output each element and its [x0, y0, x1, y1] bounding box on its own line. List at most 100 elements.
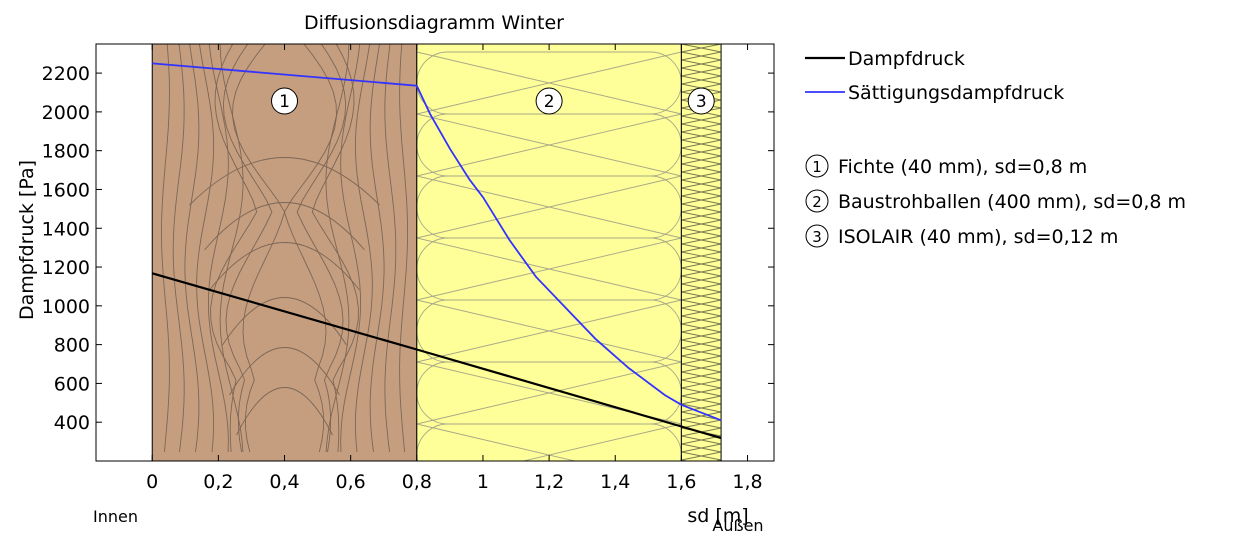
wood-grain [296, 44, 347, 453]
x-tick-label: 0 [146, 471, 158, 493]
hatch-line [681, 323, 722, 333]
insulation-diagonal [417, 486, 682, 534]
layer-badge-circle [687, 87, 715, 115]
hatch-line [681, 299, 722, 309]
hatch-line [681, 219, 722, 229]
y-tick-label: 800 [54, 335, 90, 357]
hatch-line [681, 395, 722, 405]
wood-grain [184, 44, 200, 453]
layer-legend-number: 1 [812, 158, 822, 176]
series-line-2 [152, 62, 722, 422]
wood-grain [161, 44, 170, 453]
wood-grain [325, 44, 350, 453]
wood-grain [354, 44, 373, 453]
series-group [151, 62, 722, 440]
hatch-line [681, 155, 722, 165]
hatch-line [681, 179, 722, 189]
wood-grain [283, 44, 337, 453]
insulation-cell [417, 486, 682, 534]
hatch-line [681, 451, 722, 461]
x-tick-label: 1,4 [600, 471, 630, 493]
wood-grain [196, 44, 215, 453]
layer-badge-circle [271, 87, 299, 115]
y-tick-label: 1000 [42, 296, 90, 318]
hatch-line [681, 51, 722, 61]
wood-ring [209, 242, 360, 291]
inside-label: Innen [93, 507, 138, 526]
x-tick-label: 1 [477, 471, 489, 493]
hatch-line [681, 291, 722, 301]
hatch-line [681, 379, 722, 389]
layer-legend: 1 Fichte (40 mm), sd=0,8 m 2 Baustrohballen… [805, 154, 1186, 248]
layer-badge-number: 3 [696, 92, 707, 112]
wood-grain [311, 44, 359, 453]
y-tick-label: 1400 [42, 218, 90, 240]
x-tick-label: 0,6 [336, 471, 366, 493]
y-tick-label: 600 [54, 373, 90, 395]
hatch-line [681, 283, 722, 293]
hatch-line [681, 411, 722, 421]
hatch-line [681, 275, 722, 285]
plot-frame [95, 43, 775, 462]
x-tick-label: 1,8 [732, 471, 762, 493]
y-tick-label: 2200 [42, 63, 90, 85]
hatch-line [681, 315, 722, 325]
hatch-line [681, 59, 722, 69]
wood-ring [204, 202, 365, 251]
x-tick-label: 0,2 [203, 471, 233, 493]
hatch-line [681, 419, 722, 429]
layer-legend-badge [805, 224, 829, 248]
hatch-line [681, 131, 722, 141]
wood-grain [219, 44, 244, 453]
insulation-diagonal [416, 237, 682, 301]
layer-pattern [161, 44, 409, 453]
legend-label: Dampfdruck [848, 48, 965, 70]
wood-ring [189, 157, 380, 206]
hatch-line [681, 123, 722, 133]
wood-grain [340, 44, 362, 453]
layer-legend-label: ISOLAIR (40 mm), sd=0,12 m [838, 226, 1118, 248]
hatch-line [681, 355, 722, 365]
hatch-line [681, 347, 722, 357]
hatch-line [681, 435, 722, 445]
layer-legend-label: Fichte (40 mm), sd=0,8 m [838, 156, 1087, 178]
wood-grain [207, 44, 229, 453]
legend: Dampfdruck Sättigungsdampfdruck [805, 48, 1064, 104]
wood-grain [222, 44, 273, 453]
hatch-line [681, 195, 722, 205]
wood-grain [369, 44, 385, 453]
insulation-diagonal [416, 299, 682, 363]
wood-ring [236, 387, 333, 436]
layer-legend-number: 3 [812, 228, 822, 246]
layer-legend-label: Baustrohballen (400 mm), sd=0,8 m [838, 191, 1186, 213]
hatch-line [681, 211, 722, 221]
layer-legend-badge [805, 189, 829, 213]
hatch-line [681, 259, 722, 269]
insulation-cell [416, 423, 682, 461]
layer-pattern [416, 51, 682, 534]
hatch-line [681, 363, 722, 373]
insulation-diagonal [416, 51, 682, 115]
hatch-line [681, 443, 722, 453]
x-tick-label: 0,4 [269, 471, 299, 493]
y-axis-label: Dampfdruck [Pa] [16, 160, 38, 320]
y-tick-label: 1800 [42, 141, 90, 163]
hatch-line [681, 67, 722, 77]
insulation-diagonal [417, 486, 682, 534]
hatch-line [681, 187, 722, 197]
x-tick-label: 0,8 [402, 471, 432, 493]
hatch-line [681, 115, 722, 125]
layer-badges: 1 2 3 [271, 87, 715, 115]
chart-title: Diffusionsdiagramm Winter [304, 12, 564, 34]
hatch-line [681, 203, 722, 213]
hatch-line [681, 307, 722, 317]
layers-group [151, 44, 722, 534]
x-axis: 0 0,2 0,4 0,6 0,8 1 1,2 1,4 1,6 1,8 [146, 44, 763, 493]
wood-grain [384, 44, 397, 453]
hatch-line [681, 331, 722, 341]
wood-ring [229, 347, 340, 396]
hatch-line [681, 387, 722, 397]
legend-label: Sättigungsdampfdruck [848, 82, 1064, 104]
layer-legend-number: 2 [812, 193, 822, 211]
